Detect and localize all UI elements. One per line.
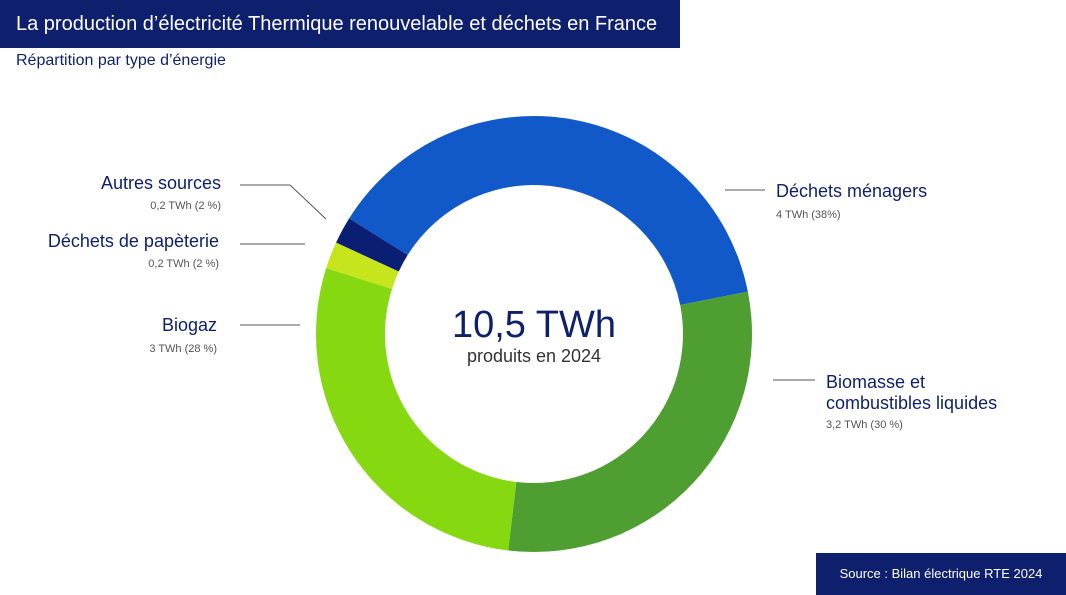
center-total-caption: produits en 2024 bbox=[467, 346, 601, 366]
donut-slice-1 bbox=[508, 291, 752, 552]
leader-line-4 bbox=[289, 184, 327, 220]
segment-name-1: Biomasse et bbox=[826, 372, 925, 392]
chart-title: La production d’électricité Thermique re… bbox=[16, 13, 658, 35]
donut-slice-3 bbox=[326, 242, 399, 289]
segment-value-4: 0,2 TWh (2 %) bbox=[150, 200, 221, 212]
segment-name-3: Déchets de papèterie bbox=[48, 231, 219, 251]
source-text: Source : Bilan électrique RTE 2024 bbox=[839, 566, 1043, 581]
donut-slice-4 bbox=[336, 218, 408, 272]
segment-value-3: 0,2 TWh (2 %) bbox=[148, 258, 219, 270]
segment-name-4: Autres sources bbox=[101, 173, 221, 193]
donut-slice-2 bbox=[315, 268, 517, 551]
segment-value-0: 4 TWh (38%) bbox=[776, 209, 841, 221]
segment-value-2: 3 TWh (28 %) bbox=[149, 343, 217, 355]
segment-name-1: combustibles liquides bbox=[826, 393, 997, 413]
chart-subtitle: Répartition par type d’énergie bbox=[16, 52, 226, 69]
center-total-value: 10,5 TWh bbox=[452, 304, 616, 346]
source-note: Source : Bilan électrique RTE 2024 bbox=[816, 553, 1066, 595]
segment-name-0: Déchets ménagers bbox=[776, 181, 927, 201]
donut-slices bbox=[315, 116, 752, 552]
segment-name-2: Biogaz bbox=[162, 315, 217, 335]
segment-labels: Déchets ménagers 4 TWh (38%) Biomasse etco… bbox=[48, 173, 997, 431]
segment-value-1: 3,2 TWh (30 %) bbox=[826, 419, 903, 431]
donut-slice-0 bbox=[349, 116, 748, 306]
chart-title-bar: La production d’électricité Thermique re… bbox=[0, 0, 680, 48]
